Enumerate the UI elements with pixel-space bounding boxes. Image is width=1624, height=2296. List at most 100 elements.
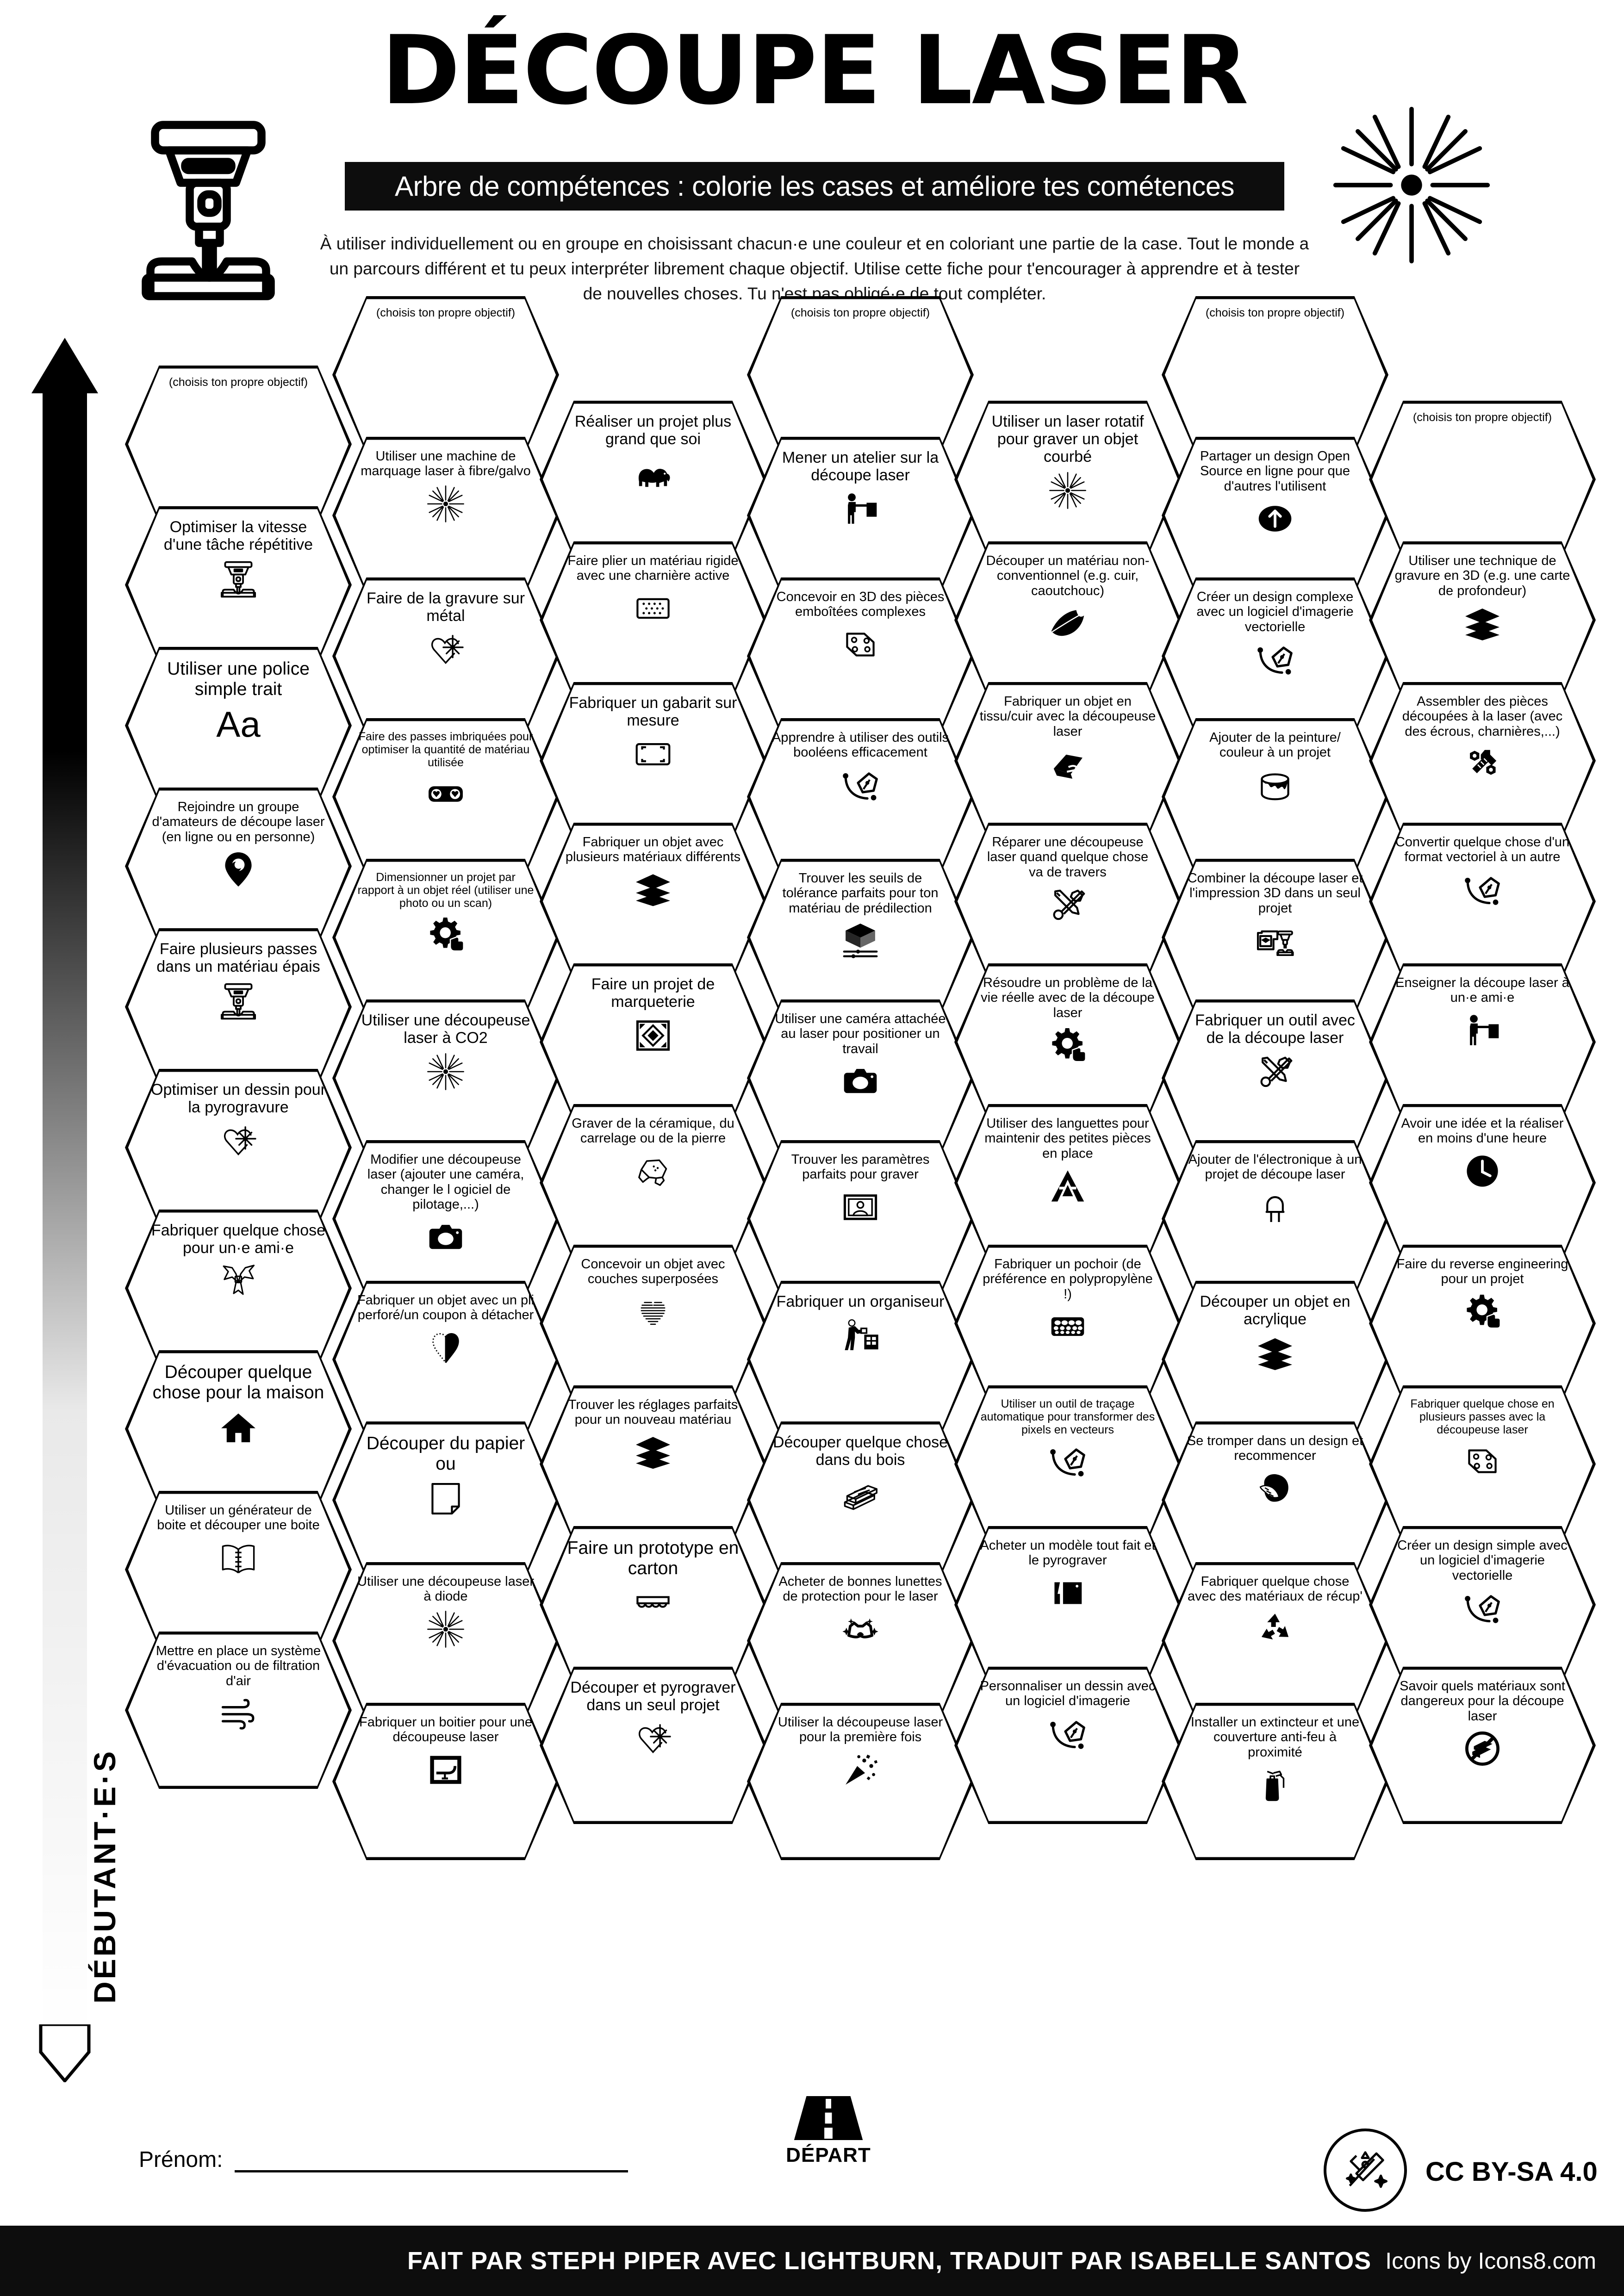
- skill-hex[interactable]: (choisis ton propre objectif): [1162, 296, 1388, 453]
- skill-hex[interactable]: Se tromper dans un design et recommencer: [1162, 1421, 1388, 1579]
- skill-hex[interactable]: (choisis ton propre objectif): [747, 296, 974, 453]
- hex-content: Fabriquer un objet en tissu/cuir avec la…: [979, 682, 1156, 783]
- skill-hex[interactable]: Enseigner la découpe laser à un·e ami·e: [1369, 963, 1596, 1121]
- skill-hex[interactable]: Installer un extincteur et une couvertur…: [1162, 1703, 1388, 1860]
- hex-content: Avoir une idée et la réaliser en moins d…: [1394, 1104, 1571, 1191]
- skill-hex[interactable]: Graver de la céramique, du carrelage ou …: [540, 1104, 766, 1261]
- skill-hex[interactable]: Utiliser une découpeuse laser à diode: [332, 1562, 559, 1719]
- skill-hex[interactable]: Dimensionner un projet par rapport à un …: [332, 859, 559, 1016]
- skill-hex[interactable]: Concevoir un objet avec couches superpos…: [540, 1245, 766, 1402]
- skill-hex[interactable]: Acheter un modèle tout fait et le pyrogr…: [954, 1526, 1181, 1683]
- skill-hex[interactable]: Fabriquer quelque chose pour un·e ami·e: [125, 1210, 352, 1367]
- name-input-line[interactable]: [234, 2151, 628, 2172]
- skill-hex[interactable]: Fabriquer un pochoir (de préférence en p…: [954, 1245, 1181, 1402]
- hex-content: Se tromper dans un design et recommencer: [1187, 1421, 1363, 1508]
- skill-hex[interactable]: Fabriquer un objet avec un pli perforé/u…: [332, 1281, 559, 1438]
- skill-hex[interactable]: Combiner la découpe laser et l'impressio…: [1162, 859, 1388, 1016]
- skill-label: Trouver les réglages parfaits pour un no…: [568, 1397, 738, 1427]
- skill-hex[interactable]: Fabriquer quelque chose avec des matéria…: [1162, 1562, 1388, 1719]
- tools-icon: [1048, 885, 1087, 924]
- skill-hex[interactable]: Utiliser une police simple trait Aa: [125, 647, 352, 804]
- elephants-icon: [634, 453, 672, 492]
- skill-hex[interactable]: Trouver les réglages parfaits pour un no…: [540, 1385, 766, 1543]
- skill-hex[interactable]: Faire plusieurs passes dans un matériau …: [125, 928, 352, 1086]
- skill-hex[interactable]: Découper un objet en acrylique: [1162, 1281, 1388, 1438]
- skill-level-axis: CONFIRMÉ·E·S DÉBUTANT·E·S: [28, 338, 122, 2082]
- skill-label: Fabriquer un objet avec plusieurs matéri…: [565, 835, 741, 865]
- skill-hex[interactable]: Réparer une découpeuse laser quand quelq…: [954, 823, 1181, 980]
- skill-hex[interactable]: Faire du reverse engineering pour un pro…: [1369, 1245, 1596, 1402]
- skill-hex[interactable]: Résoudre un problème de la vie réelle av…: [954, 963, 1181, 1121]
- skill-hex[interactable]: Fabriquer un organiseur: [747, 1281, 974, 1438]
- skill-label: Concevoir un objet avec couches superpos…: [581, 1257, 725, 1287]
- skill-hex[interactable]: (choisis ton propre objectif): [125, 366, 352, 523]
- skill-hex[interactable]: Utiliser une technique de gravure en 3D …: [1369, 541, 1596, 699]
- skill-hex[interactable]: Utiliser une découpeuse laser à CO2: [332, 999, 559, 1157]
- skill-hex[interactable]: Utiliser un générateur de boite et décou…: [125, 1491, 352, 1648]
- skill-hex[interactable]: Fabriquer un objet avec plusieurs matéri…: [540, 823, 766, 980]
- hex-content: Résoudre un problème de la vie réelle av…: [979, 963, 1156, 1065]
- skill-label: (choisis ton propre objectif): [168, 376, 308, 389]
- skill-hex[interactable]: Fabriquer un outil avec de la découpe la…: [1162, 999, 1388, 1157]
- skill-hex[interactable]: Fabriquer un objet en tissu/cuir avec la…: [954, 682, 1181, 839]
- skill-label: Fabriquer quelque chose pour un·e ami·e: [151, 1222, 326, 1257]
- skill-hex[interactable]: Faire un prototype en carton: [540, 1526, 766, 1683]
- skill-hex[interactable]: Découper quelque chose dans du bois: [747, 1421, 974, 1579]
- skill-hex[interactable]: Rejoindre un groupe d'amateurs de découp…: [125, 788, 352, 945]
- skill-hex[interactable]: Faire des passes imbriquées pour optimis…: [332, 718, 559, 875]
- skill-hex[interactable]: Utiliser des languettes pour maintenir d…: [954, 1104, 1181, 1261]
- skill-hex[interactable]: (choisis ton propre objectif): [1369, 401, 1596, 558]
- hex-outline: [747, 1562, 974, 1719]
- skill-hex[interactable]: Mener un atelier sur la découpe laser: [747, 437, 974, 594]
- skill-hex[interactable]: Faire de la gravure sur métal: [332, 577, 559, 735]
- skill-hex[interactable]: Créer un design simple avec un logiciel …: [1369, 1526, 1596, 1683]
- skill-hex[interactable]: Utiliser un laser rotatif pour graver un…: [954, 401, 1181, 558]
- skill-hex[interactable]: Concevoir en 3D des pièces emboîtées com…: [747, 577, 974, 735]
- skill-hex[interactable]: Personnaliser un dessin avec un logiciel…: [954, 1667, 1181, 1824]
- skill-hex[interactable]: Mettre en place un système d'évacuation …: [125, 1632, 352, 1789]
- skill-hex[interactable]: (choisis ton propre objectif): [332, 296, 559, 453]
- hex-content: Combiner la découpe laser et l'impressio…: [1187, 859, 1363, 960]
- skill-hex[interactable]: Utiliser une machine de marquage laser à…: [332, 437, 559, 594]
- skill-hex[interactable]: Assembler des pièces découpées à la lase…: [1369, 682, 1596, 839]
- skill-hex[interactable]: Ajouter de la peinture/ couleur à un pro…: [1162, 718, 1388, 875]
- skill-hex[interactable]: Découper et pyrograver dans un seul proj…: [540, 1667, 766, 1824]
- skill-hex[interactable]: Partager un design Open Source en ligne …: [1162, 437, 1388, 594]
- skill-hex[interactable]: Fabriquer quelque chose en plusieurs pas…: [1369, 1385, 1596, 1543]
- skill-hex[interactable]: Ajouter de l'électronique à un projet de…: [1162, 1140, 1388, 1297]
- skill-hex[interactable]: Fabriquer un boitier pour une découpeuse…: [332, 1703, 559, 1860]
- skill-hex[interactable]: Optimiser la vitesse d'une tâche répétit…: [125, 506, 352, 664]
- skill-hex[interactable]: Fabriquer un gabarit sur mesure: [540, 682, 766, 839]
- skill-hex[interactable]: Découper du papier ou: [332, 1421, 559, 1579]
- skill-hex[interactable]: Avoir une idée et la réaliser en moins d…: [1369, 1104, 1596, 1261]
- hex-content: Utiliser un laser rotatif pour graver un…: [979, 401, 1156, 510]
- laser-cutter-icon: [219, 559, 258, 598]
- skill-label: Utiliser une police simple trait: [167, 659, 310, 699]
- skill-hex[interactable]: Trouver les seuils de tolérance parfaits…: [747, 859, 974, 1016]
- skill-hex[interactable]: Utiliser la découpeuse laser pour la pre…: [747, 1703, 974, 1860]
- skill-hex[interactable]: Faire un projet de marqueterie: [540, 963, 766, 1121]
- pen-tool-icon: [1256, 640, 1294, 679]
- skill-hex[interactable]: Découper un matériau non-conventionnel (…: [954, 541, 1181, 699]
- hex-outline: [125, 506, 352, 664]
- skill-hex[interactable]: Découper quelque chose pour la maison: [125, 1350, 352, 1508]
- paint-can-icon: [1256, 766, 1294, 805]
- skill-hex[interactable]: Faire plier un matériau rigide avec une …: [540, 541, 766, 699]
- skill-hex[interactable]: Utiliser une caméra attachée au laser po…: [747, 999, 974, 1157]
- hex-content: (choisis ton propre objectif): [772, 296, 949, 319]
- skill-hex[interactable]: Modifier une découpeuse laser (ajouter u…: [332, 1140, 559, 1297]
- skill-hex[interactable]: Acheter de bonnes lunettes de protection…: [747, 1562, 974, 1719]
- hex-content: Utiliser une machine de marquage laser à…: [357, 437, 534, 523]
- skill-hex[interactable]: Réaliser un projet plus grand que soi: [540, 401, 766, 558]
- skill-hex[interactable]: Créer un design complexe avec un logicie…: [1162, 577, 1388, 735]
- skill-hex[interactable]: Optimiser un dessin pour la pyrogravure: [125, 1069, 352, 1226]
- skill-hex[interactable]: Trouver les paramètres parfaits pour gra…: [747, 1140, 974, 1297]
- skill-hex[interactable]: Utiliser un outil de traçage automatique…: [954, 1385, 1181, 1543]
- hex-content: Trouver les paramètres parfaits pour gra…: [772, 1140, 949, 1227]
- hex-content: Optimiser la vitesse d'une tâche répétit…: [150, 506, 327, 598]
- skill-hex[interactable]: Savoir quels matériaux sont dangereux po…: [1369, 1667, 1596, 1824]
- skill-label: Mener un atelier sur la découpe laser: [782, 449, 939, 484]
- skill-hex[interactable]: Apprendre à utiliser des outils booléens…: [747, 718, 974, 875]
- skill-label: Utiliser une caméra attachée au laser po…: [775, 1011, 946, 1056]
- skill-hex[interactable]: Convertir quelque chose d'un format vect…: [1369, 823, 1596, 980]
